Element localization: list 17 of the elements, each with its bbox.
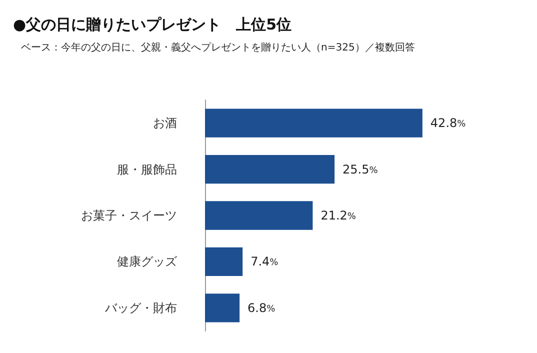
bar: [205, 201, 313, 230]
y-tick-label: お酒: [153, 116, 177, 130]
chart-title: ●父の日に贈りたいプレゼント 上位5位: [13, 16, 292, 34]
bar: [205, 247, 243, 276]
data-label: 7.4%: [250, 254, 279, 269]
data-label: 25.5%: [342, 162, 378, 176]
y-tick-label: バッグ・財布: [104, 300, 177, 315]
bar: [205, 154, 335, 184]
chart-subtitle: ベース：今年の父の日に、父親・義父へプレゼントを贈りたい人（n=325）／複数回答: [21, 42, 415, 54]
bar: [205, 294, 240, 322]
y-tick-label: お菓子・スイーツ: [81, 208, 177, 222]
bar: [205, 108, 422, 138]
data-label: 21.2%: [320, 208, 356, 222]
data-label: 42.8%: [430, 116, 466, 130]
y-tick-label: 健康グッズ: [117, 254, 178, 269]
data-label: 6.8%: [248, 300, 276, 315]
y-tick-label: 服・服飾品: [117, 162, 177, 176]
